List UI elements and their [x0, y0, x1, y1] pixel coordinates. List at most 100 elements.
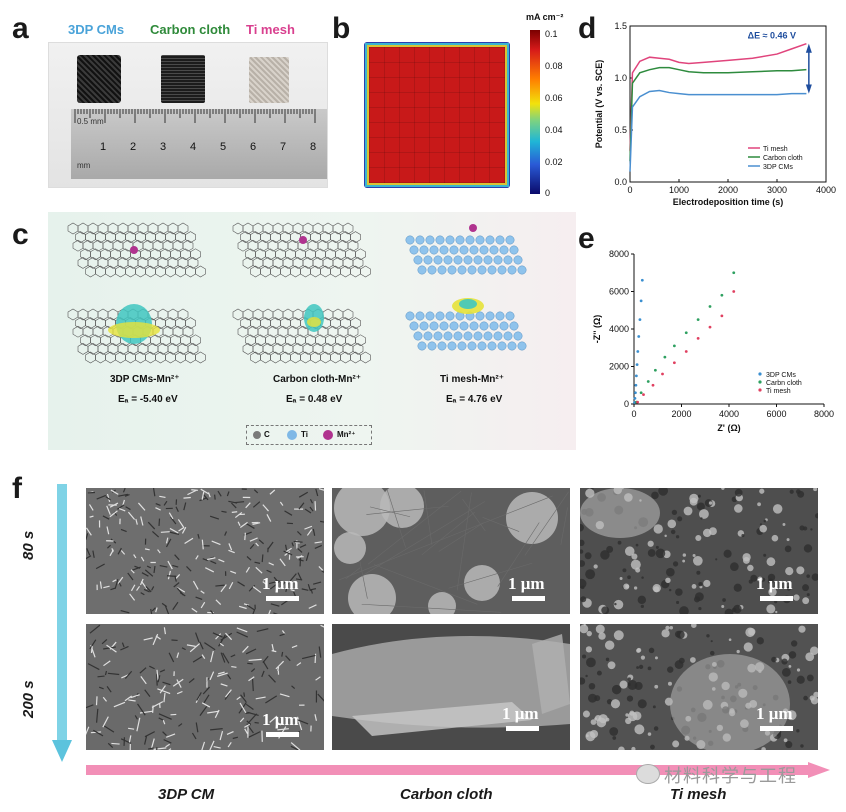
surface-grain: [580, 677, 586, 685]
surface-grain: [796, 675, 805, 684]
scale-bar: [760, 726, 793, 731]
legend-label-mn: Mn²⁺: [337, 430, 356, 439]
surface-grain: [585, 646, 593, 653]
nanoflake: [239, 702, 247, 714]
nanoflake: [110, 489, 119, 495]
nanoflake: [209, 515, 220, 520]
surface-grain: [813, 488, 818, 492]
nanoflake: [146, 565, 152, 569]
sem-texture: [86, 624, 324, 750]
row-label-200s: 200 s: [20, 680, 37, 718]
sem-texture: [86, 488, 324, 614]
titanium-atom: [503, 331, 513, 341]
deposit-flake: [532, 634, 570, 714]
nanoflake: [270, 603, 280, 607]
nanoflake: [128, 699, 136, 702]
carbon-ring: [342, 222, 354, 235]
surface-streak: [361, 603, 502, 613]
surface-grain: [682, 559, 686, 563]
surface-grain: [627, 679, 638, 690]
nanoflake: [231, 511, 238, 513]
nanoflake: [117, 576, 124, 584]
nanoflake: [143, 588, 150, 593]
nanoflake: [172, 564, 179, 568]
nanoflake: [273, 612, 279, 614]
titanium-atom: [457, 341, 467, 351]
data-point: [639, 299, 643, 303]
surface-grain: [609, 727, 619, 736]
surface-grain: [698, 606, 702, 611]
nanoflake: [301, 588, 309, 591]
legend-label-c: C: [264, 430, 270, 439]
titanium-atom: [477, 265, 487, 275]
surface-grain: [730, 562, 739, 572]
titanium-atom: [517, 265, 527, 275]
nanoflake: [215, 599, 222, 605]
nanoflake: [271, 650, 277, 653]
surface-grain: [788, 664, 792, 668]
nanoflake: [200, 601, 206, 609]
carbon-ring: [355, 248, 366, 261]
nanoflake: [163, 739, 172, 744]
surface-grain: [679, 606, 689, 614]
ruler-number: 4: [190, 141, 197, 153]
surface-grain: [647, 666, 652, 671]
nanoflake: [248, 713, 258, 723]
surface-grain: [596, 670, 602, 676]
nanoflake: [98, 686, 104, 690]
surface-grain: [580, 549, 584, 554]
panel-label-e: e: [578, 222, 595, 255]
data-point: [646, 380, 650, 383]
nanoflake: [114, 579, 119, 589]
sem-carbon-80s: 1 μm: [332, 488, 570, 614]
titanium-atom: [433, 331, 443, 341]
scale-bar-label: 1 μm: [262, 710, 299, 729]
surface-grain: [604, 640, 615, 650]
surface-grain: [703, 579, 711, 588]
carbon-ring: [177, 222, 189, 235]
data-point: [640, 278, 644, 282]
charge-density: [108, 322, 160, 338]
titanium-atom: [479, 321, 489, 331]
surface-grain: [622, 568, 627, 573]
nanoflake: [279, 693, 290, 698]
nanoflake: [210, 650, 214, 663]
nanoflake: [255, 566, 263, 574]
x-tick-label: 1000: [669, 185, 689, 195]
nanoflake: [298, 559, 304, 562]
nanoflake: [174, 575, 177, 582]
ti-lattice: [405, 235, 527, 275]
nanoflake: [87, 663, 100, 671]
surface-grain: [771, 534, 779, 542]
nanoflake: [262, 581, 267, 586]
nanoflake: [168, 748, 172, 750]
surface-grain: [704, 499, 713, 507]
surface-grain: [693, 555, 703, 566]
titanium-atom: [445, 311, 455, 321]
surface-grain: [798, 625, 806, 633]
surface-grain: [668, 588, 672, 592]
nanoflake: [150, 738, 155, 749]
nanoflake: [155, 503, 161, 506]
nanoflake: [109, 502, 119, 508]
nanoflake: [144, 731, 155, 738]
surface-grain: [761, 747, 766, 750]
surface-grain: [652, 583, 661, 593]
ruler-numbers: 1 2 3 4 5 6 7 8: [71, 141, 327, 161]
scale-bar: [760, 596, 793, 601]
data-point: [637, 335, 641, 338]
nanoflake: [118, 493, 129, 497]
data-point: [635, 363, 639, 367]
x-tick-label: 2000: [718, 185, 738, 195]
surface-grain: [789, 489, 794, 494]
surface-grain: [676, 630, 685, 639]
surface-grain: [675, 588, 683, 596]
nanoflake: [245, 648, 257, 655]
nanoflake: [296, 662, 302, 667]
nanoflake: [191, 489, 198, 491]
nanoflake: [158, 518, 161, 527]
surface-streak: [369, 506, 411, 518]
nanoflake: [269, 715, 278, 723]
nanoflake: [176, 587, 184, 596]
nanoflake: [317, 693, 324, 702]
